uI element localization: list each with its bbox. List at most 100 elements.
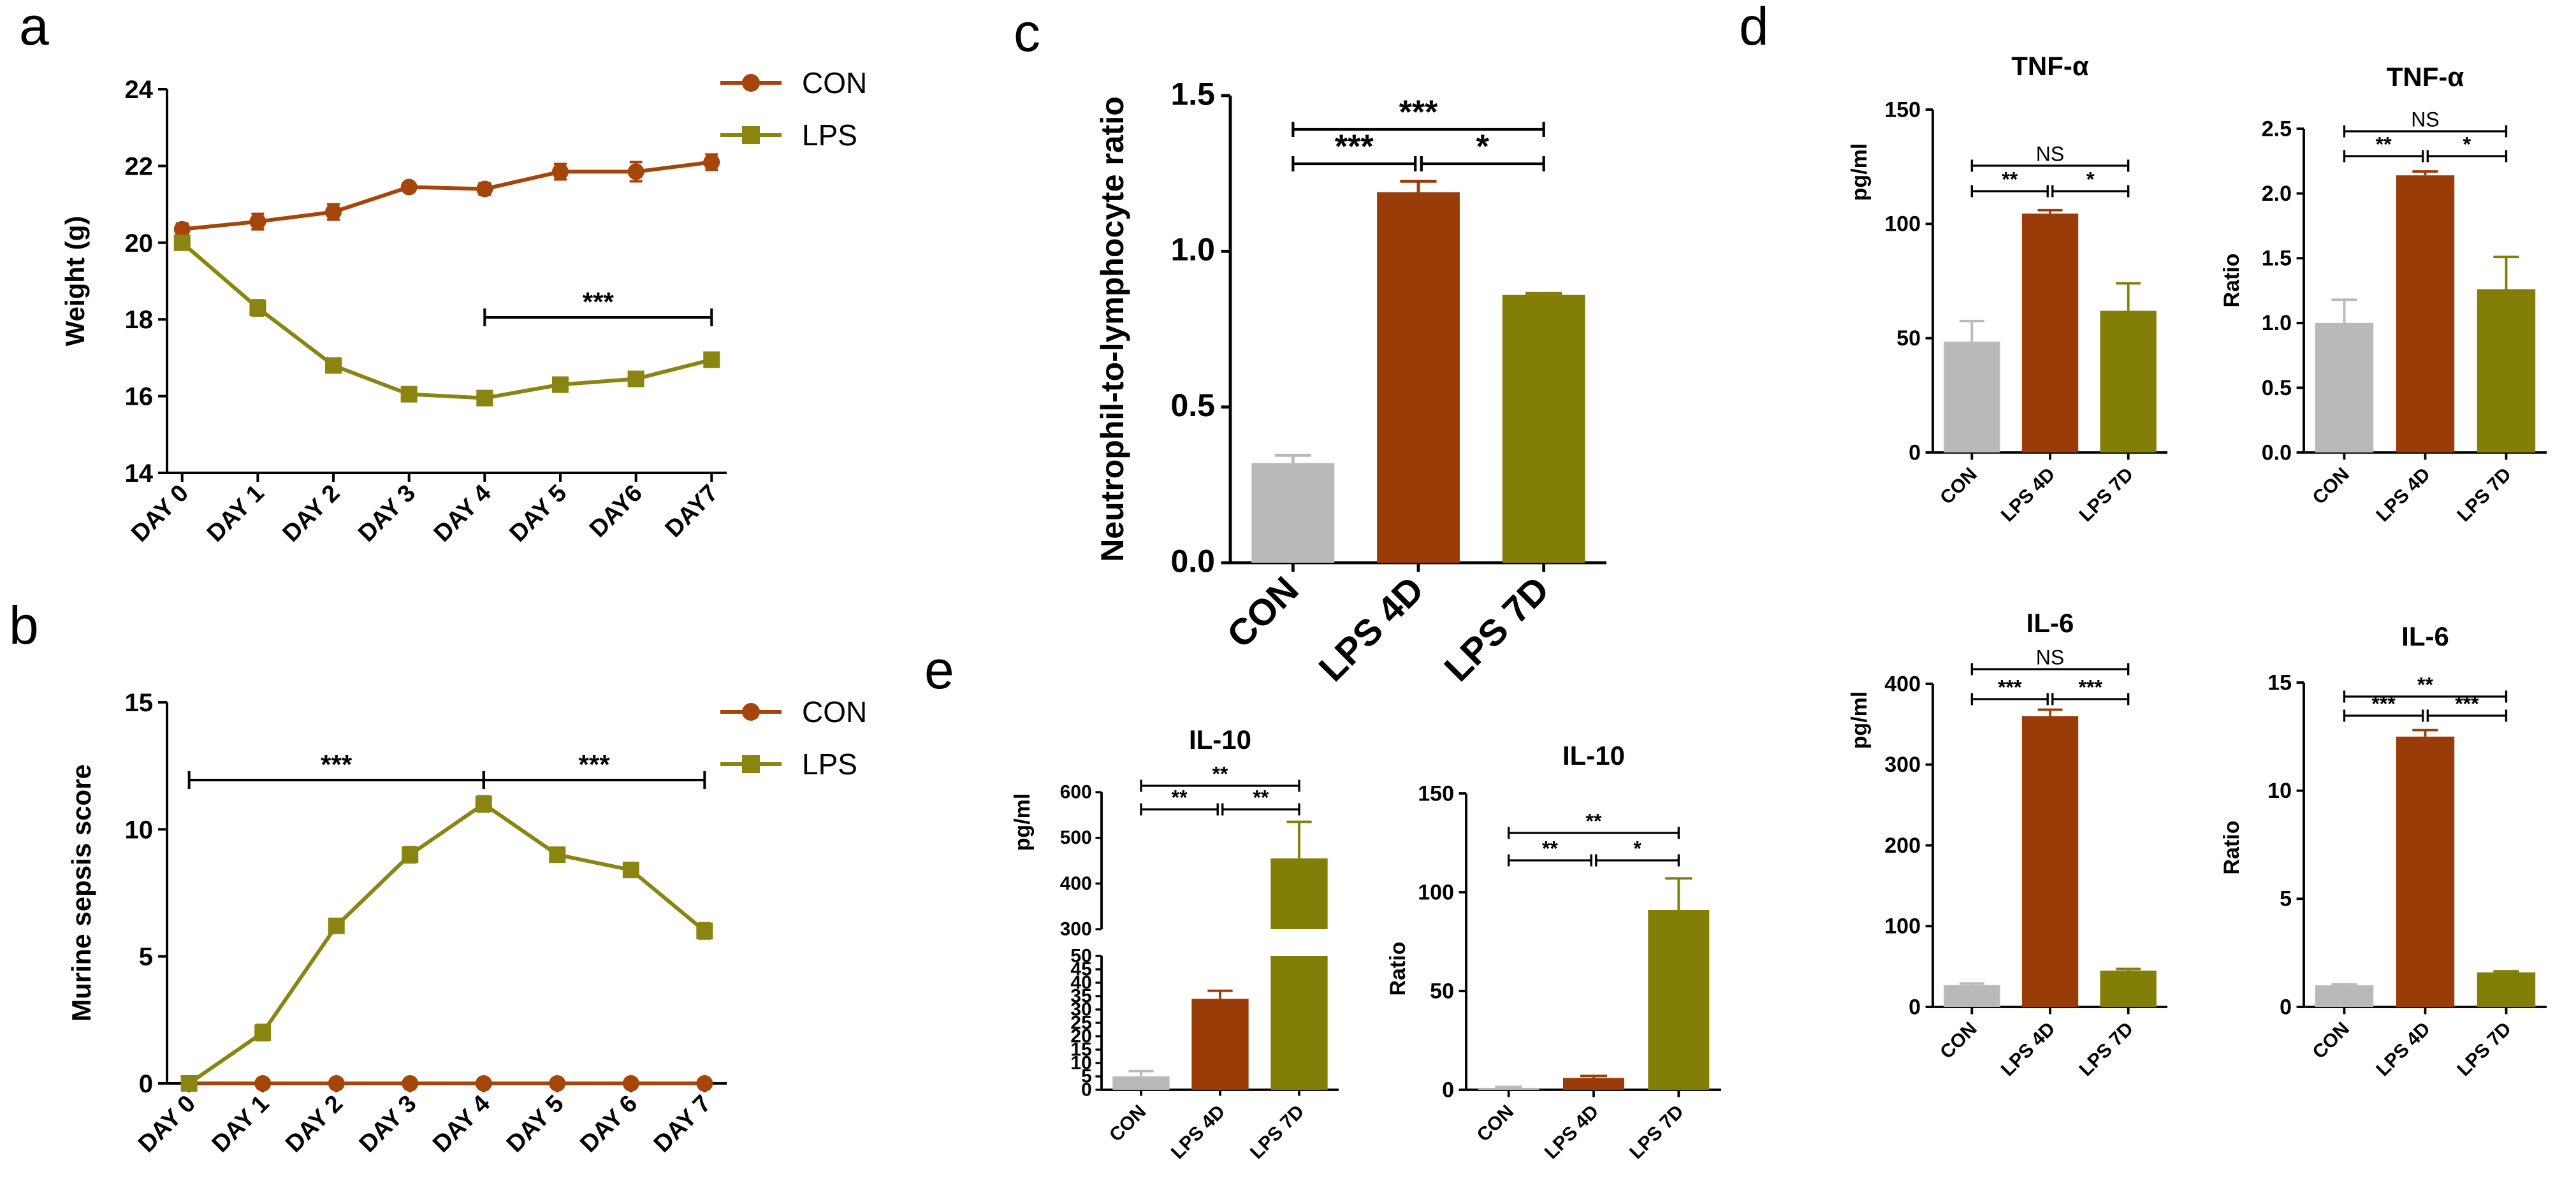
data-point-lps [328,917,345,934]
legend-marker [742,755,760,773]
y-tick-label: 15 [1070,1039,1091,1060]
significance-label: ** [2002,168,2018,191]
chart-title: IL-6 [2401,621,2449,651]
data-point-con [475,1075,492,1092]
x-tick-label: DAY 2 [280,1090,348,1158]
x-tick-label: DAY 0 [133,1090,201,1158]
y-tick-label: 14 [125,459,154,488]
significance-label: *** [2079,676,2103,698]
panel-label-b: b [9,595,39,655]
y-tick-label: 150 [1418,781,1454,806]
y-axis-label: Neutrophil-to-lymphocyte ratio [1095,96,1130,562]
data-point-lps [249,300,266,317]
significance-label: *** [583,287,615,317]
y-axis-label: pg/ml [1847,143,1872,201]
x-tick-label: DAY 2 [278,480,346,547]
bar-lps-4d [2021,716,2079,1007]
y-axis-label: Murine sepsis score [66,764,96,1022]
bar-con [1251,463,1335,563]
data-point-lps [476,389,493,407]
x-tick-label: LPS 7D [1436,568,1557,690]
y-tick-label: 5 [1081,1066,1092,1087]
data-point-con [622,1075,639,1092]
y-tick-label: 100 [1884,915,1921,939]
significance-label: ** [2376,133,2392,156]
y-tick-label: 50 [1070,946,1091,967]
data-point-lps [402,846,419,864]
bar-lps-7d-upper [1270,858,1328,929]
bar-con [1944,342,2000,452]
x-tick-label: CON [1105,1101,1150,1146]
data-point-lps [254,1024,272,1041]
y-axis-label: pg/ml [1847,691,1872,749]
x-tick-label: LPS 7D [1246,1101,1309,1164]
y-tick-label: 10 [1070,1053,1091,1074]
data-point-con [173,221,191,238]
bar-lps-4d [2396,736,2455,1007]
x-tick-label: LPS 4D [2372,1018,2434,1081]
y-tick-label: 0 [1909,440,1921,465]
y-tick-label: 0 [1081,1080,1092,1101]
data-point-lps [400,386,418,403]
bar-lps-4d [1377,192,1460,563]
bar-lps-7d [1648,909,1710,1090]
data-point-con [402,1075,419,1092]
y-tick-label: 50 [1896,326,1921,351]
significance-label: *** [321,749,353,779]
x-tick-label: DAY7 [660,480,724,543]
legend-label: LPS [802,748,857,781]
bar-lps-7d [2100,970,2157,1007]
x-tick-label: CON [1936,1018,1981,1063]
significance-label: NS [2036,646,2064,669]
y-tick-label: 100 [1418,880,1454,904]
data-point-lps [551,376,569,393]
x-tick-label: DAY 4 [428,1090,495,1158]
x-tick-label: LPS 4D [2372,464,2434,526]
y-tick-label: 400 [1884,672,1921,696]
data-point-con [476,180,493,198]
y-tick-label: 500 [1060,827,1092,848]
bar-lps-4d [1191,999,1249,1090]
y-tick-label: 0.0 [1170,543,1215,579]
data-point-lps [703,351,720,368]
y-tick-label: 1.5 [1170,76,1215,112]
y-tick-label: 0.5 [1170,387,1215,423]
y-tick-label: 16 [125,383,154,411]
significance-label: *** [1335,128,1374,165]
x-tick-label: DAY 1 [202,480,270,547]
significance-label: NS [2411,108,2439,131]
significance-label: * [2086,168,2095,191]
y-tick-label: 300 [1060,919,1092,940]
significance-label: * [1633,837,1641,860]
significance-label: ** [1172,786,1188,809]
x-tick-label: CON [1473,1101,1518,1146]
y-tick-label: 0 [1909,995,1921,1019]
x-tick-label: LPS 4D [1541,1101,1603,1164]
data-point-lps [627,370,644,387]
panel-label-a: a [19,0,49,56]
significance-label: ** [1542,837,1558,860]
data-point-con [696,1075,713,1092]
y-tick-label: 0 [1442,1078,1454,1102]
significance-label: *** [1998,676,2022,698]
y-tick-label: 15 [2267,670,2292,695]
x-tick-label: DAY 1 [207,1090,275,1158]
bar-lps-4d [2396,175,2455,452]
legend-marker [742,126,760,144]
panel-label-e: e [924,640,954,700]
significance-label: * [2463,133,2471,156]
y-axis-label: pg/ml [1010,793,1035,851]
x-tick-label: DAY 3 [354,1090,422,1158]
x-tick-label: DAY 4 [429,480,497,547]
x-tick-label: CON [2308,464,2353,509]
chart-d2: 0.0 0.5 1.0 1.5 2.0 2.5 CON LPS 4D LPS 7D Ratio TN… [2220,62,2547,526]
y-tick-label: 0 [139,1070,153,1098]
x-tick-label: LPS 7D [2453,1018,2515,1081]
x-tick-label: DAY6 [585,480,648,543]
data-point-con [551,163,569,180]
x-tick-label: LPS 4D [1311,568,1432,690]
significance-label: ** [1253,786,1269,809]
